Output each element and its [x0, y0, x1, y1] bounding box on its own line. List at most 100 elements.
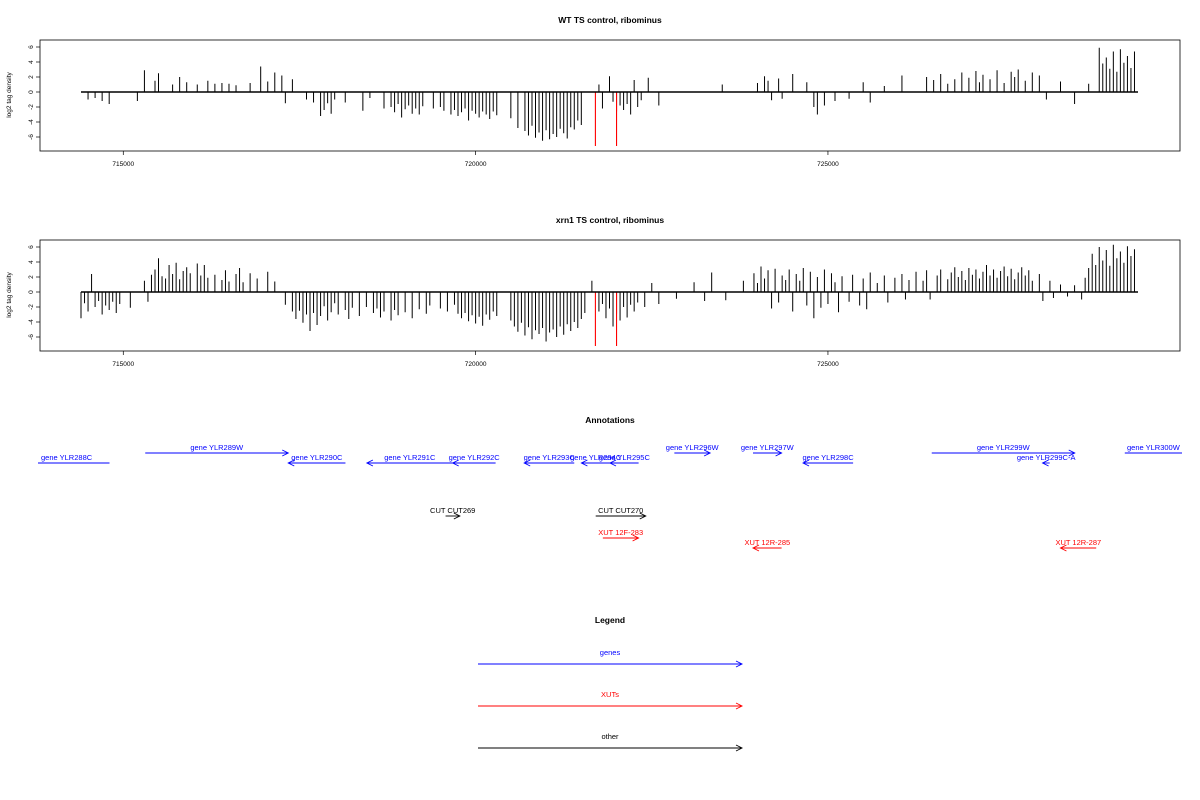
annotation-feature: XUT 12F-283 — [598, 528, 643, 542]
annotation-arrow-head — [365, 459, 374, 467]
annotation-feature: gene YLR295C — [599, 453, 651, 467]
annotation-label: CUT CUT269 — [430, 506, 475, 515]
wt-y-tick-label: 0 — [28, 90, 35, 94]
annotation-label: gene YLR292C — [449, 453, 501, 462]
annotation-arrow-head — [632, 534, 640, 542]
annotation-feature: gene YLR289W — [145, 443, 290, 457]
legend-item-label: genes — [600, 648, 621, 657]
annotation-arrow-head — [523, 459, 531, 467]
annotation-label: gene YLR291C — [384, 453, 436, 462]
annotation-feature: gene YLR294C — [570, 453, 622, 467]
xrn1-y-tick-label: 4 — [28, 260, 35, 264]
annotation-feature: gene YLR298C — [802, 453, 854, 467]
annotation-arrow-head — [287, 459, 295, 467]
wt-x-tick-label: 720000 — [465, 161, 487, 168]
xrn1-y-tick-label: 6 — [28, 245, 35, 249]
wt-y-tick-label: 2 — [28, 75, 35, 79]
legend-item: genes — [478, 648, 744, 668]
annotation-feature: gene YLR299W — [931, 443, 1076, 457]
wt-y-axis-label: log2 tag density — [6, 71, 13, 117]
xrn1-x-tick-label: 715000 — [112, 361, 134, 368]
xrn1-panel-title: xrn1 TS control, ribominus — [556, 215, 664, 225]
wt-y-tick-label: -4 — [28, 119, 35, 125]
xrn1-y-tick-label: -4 — [28, 319, 35, 325]
annotation-label: gene YLR299W — [977, 443, 1031, 452]
xrn1-bars — [80, 244, 1135, 342]
annotation-feature: gene YLR288C — [38, 453, 110, 464]
annotation-features: gene YLR288C gene YLR289W gene YLR290C gene… — [38, 443, 1182, 552]
annotation-feature: gene YLR297W — [741, 443, 795, 457]
annotation-label: gene YLR293C — [524, 453, 576, 462]
annotation-feature: gene YLR292C — [449, 453, 501, 467]
annotation-label: gene YLR295C — [599, 453, 651, 462]
annotation-feature: CUT CUT270 — [595, 506, 647, 520]
xrn1-y-tick-label: 0 — [28, 290, 35, 294]
annotation-arrow-head — [802, 459, 810, 467]
xrn1-y-tick-label: 2 — [28, 275, 35, 279]
annotation-arrow-head — [453, 512, 461, 520]
annotation-label: gene YLR299C-A — [1017, 453, 1076, 462]
xrn1-x-tick-label: 720000 — [465, 361, 487, 368]
xrn1-plot-frame — [39, 239, 1181, 352]
legend-item-label: XUTs — [601, 690, 619, 699]
legend-title: Legend — [595, 615, 625, 625]
legend-arrow-head — [735, 660, 744, 668]
xrn1-red-marks — [594, 292, 618, 346]
annotation-label: gene YLR297W — [741, 443, 795, 452]
wt-x-tick-label: 725000 — [817, 161, 839, 168]
annotation-feature: CUT CUT269 — [430, 506, 475, 520]
annotation-label: XUT 12F-283 — [598, 528, 643, 537]
wt-bars — [87, 47, 1135, 141]
legend-items: genes XUTs other — [478, 648, 744, 752]
annotation-label: gene YLR296W — [666, 443, 720, 452]
annotation-arrow-head — [451, 459, 459, 467]
annotation-arrow-head — [1059, 544, 1067, 552]
wt-panel-title: WT TS control, ribominus — [558, 15, 662, 25]
legend-panel: Legend genes XUTs other — [478, 615, 744, 752]
xrn1-y-tick-label: -6 — [28, 334, 35, 340]
annotation-feature: gene YLR291C — [365, 453, 453, 467]
wt-y-tick-label: 4 — [28, 60, 35, 64]
legend-arrow-head — [735, 744, 744, 752]
wt-axis-ticks: -6 -4 -2 0 2 4 6 715000 720000 725000 — [28, 45, 839, 168]
legend-item: XUTs — [478, 690, 744, 710]
annotation-arrow-head — [1068, 449, 1076, 457]
wt-y-tick-label: -6 — [28, 134, 35, 140]
annotation-label: gene YLR298C — [802, 453, 854, 462]
wt-red-marks — [594, 92, 618, 146]
annotation-arrow-head — [1041, 459, 1049, 467]
wt-y-tick-label: -2 — [28, 104, 35, 110]
annotations-title: Annotations — [585, 415, 635, 425]
annotation-feature: XUT 12R-287 — [1055, 538, 1101, 552]
annotation-label: gene YLR288C — [41, 453, 93, 462]
annotation-feature: gene YLR293C — [523, 453, 576, 467]
annotation-label: gene YLR300W — [1127, 443, 1181, 452]
annotation-arrow-head — [282, 449, 290, 457]
annotation-arrow-head — [775, 449, 783, 457]
annotation-feature: gene YLR290C — [287, 453, 346, 467]
xrn1-axis-ticks: -6 -4 -2 0 2 4 6 715000 720000 725000 — [28, 245, 839, 368]
xrn1-y-axis-label: log2 tag density — [6, 271, 13, 317]
annotation-label: gene YLR290C — [291, 453, 343, 462]
annotation-arrow-head — [580, 459, 588, 467]
legend-arrow-head — [735, 702, 744, 710]
annotation-feature: gene YLR299C-A — [1017, 453, 1076, 467]
xrn1-track-panel: xrn1 TS control, ribominus log2 tag dens… — [6, 215, 1181, 368]
annotation-label: CUT CUT270 — [598, 506, 643, 515]
annotation-label: XUT 12R-285 — [744, 538, 790, 547]
wt-plot-frame — [39, 39, 1181, 152]
annotation-label: XUT 12R-287 — [1055, 538, 1101, 547]
annotation-arrow-head — [703, 449, 712, 457]
wt-track-panel: WT TS control, ribominus log2 tag densit… — [6, 15, 1181, 168]
annotation-arrow-head — [639, 512, 647, 520]
annotation-feature: gene YLR296W — [666, 443, 720, 457]
annotation-feature: XUT 12R-285 — [744, 538, 790, 552]
annotation-label: gene YLR289W — [190, 443, 244, 452]
annotation-arrow-head — [751, 544, 760, 552]
wt-x-tick-label: 715000 — [112, 161, 134, 168]
xrn1-y-tick-label: -2 — [28, 304, 35, 310]
annotation-arrow-head — [608, 459, 617, 467]
annotation-label: gene YLR294C — [570, 453, 622, 462]
